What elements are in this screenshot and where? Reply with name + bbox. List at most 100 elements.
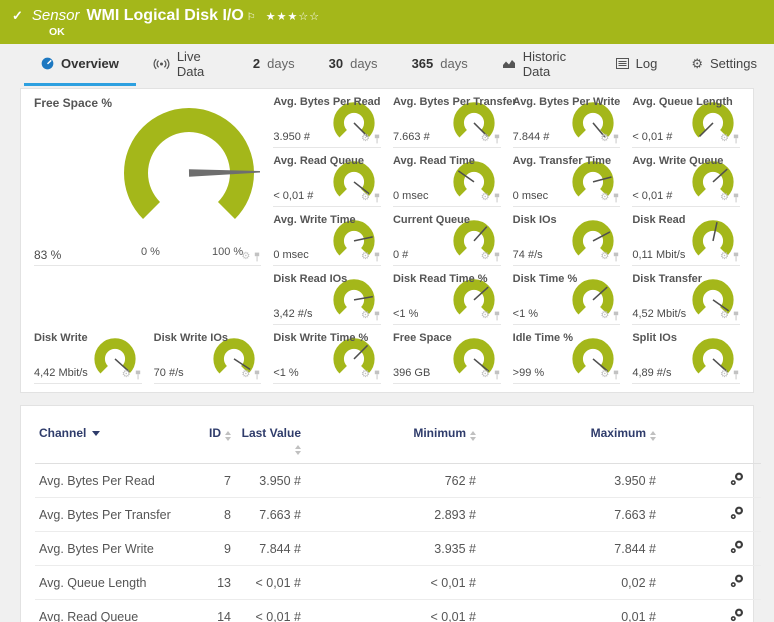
gear-icon[interactable]: ⚙: [720, 310, 729, 321]
gear-icon[interactable]: ⚙: [361, 310, 370, 321]
gear-icon[interactable]: ⚙: [720, 369, 729, 380]
channel-settings-gears-icon[interactable]: [729, 506, 745, 520]
gear-icon[interactable]: ⚙: [600, 369, 610, 380]
column-header-channel[interactable]: Channel: [35, 414, 185, 464]
channel-id: 13: [185, 565, 235, 600]
pin-icon[interactable]: [493, 252, 501, 262]
table-row: Avg. Bytes Per Write 9 7.844 # 3.935 # 7…: [35, 531, 761, 566]
channel-name[interactable]: Avg. Read Queue: [35, 599, 185, 622]
pin-icon[interactable]: [612, 134, 620, 144]
gear-icon[interactable]: ⚙: [600, 192, 610, 203]
pin-icon[interactable]: [253, 252, 261, 262]
pin-icon[interactable]: [612, 193, 620, 203]
channel-settings-gears-icon[interactable]: [729, 574, 745, 588]
channel-name[interactable]: Avg. Bytes Per Read: [35, 463, 185, 498]
pin-icon[interactable]: [732, 311, 740, 321]
channel-name[interactable]: Avg. Queue Length: [35, 565, 185, 600]
settings-gear-icon: ⚙: [691, 55, 704, 71]
log-list-icon: [615, 58, 629, 69]
column-header-last-value[interactable]: Last Value: [235, 414, 305, 464]
gear-icon[interactable]: ⚙: [241, 251, 251, 262]
pin-icon[interactable]: [612, 370, 620, 380]
gear-icon[interactable]: ⚙: [600, 133, 610, 144]
status-ok-check-icon: ✓: [12, 8, 23, 23]
pin-icon[interactable]: [493, 193, 501, 203]
channel-minimum: 762 #: [305, 463, 480, 498]
pin-icon[interactable]: [253, 370, 261, 380]
pin-icon[interactable]: [612, 252, 620, 262]
gauge-value: 4,42 Mbit/s: [34, 367, 88, 379]
pin-icon[interactable]: [732, 193, 740, 203]
gauge-value: 4,52 Mbit/s: [632, 308, 687, 320]
gauge-chart: [692, 279, 734, 315]
empty-grid-cell: [34, 266, 261, 325]
gear-icon[interactable]: ⚙: [600, 251, 610, 262]
tab-settings-label: Settings: [710, 56, 757, 71]
sensor-type-label: Sensor: [31, 7, 80, 24]
gear-icon[interactable]: ⚙: [480, 251, 490, 262]
tab-365-days[interactable]: 365 days: [395, 44, 485, 86]
gauge-chart: [453, 161, 495, 197]
gear-icon[interactable]: ⚙: [720, 251, 729, 262]
gear-icon[interactable]: ⚙: [361, 133, 370, 144]
pin-icon[interactable]: [493, 370, 501, 380]
gauge-chart: [692, 102, 734, 138]
column-header-id[interactable]: ID: [185, 414, 235, 464]
tab-live-data[interactable]: Live Data: [136, 44, 236, 86]
gauge-cell-current-queue: Current Queue 0 # ⚙: [392, 207, 501, 266]
historic-data-chart-icon: [502, 59, 515, 68]
pin-icon[interactable]: [373, 311, 381, 321]
tab-overview[interactable]: Overview: [24, 44, 136, 86]
column-header-maximum[interactable]: Maximum: [480, 414, 660, 464]
gauge-value: 0,11 Mbit/s: [632, 249, 686, 261]
gear-icon[interactable]: ⚙: [720, 133, 729, 144]
priority-stars[interactable]: ★★★☆☆: [265, 11, 321, 23]
channel-name[interactable]: Avg. Bytes Per Write: [35, 531, 185, 566]
gauge-value: 4,89 #/s: [632, 367, 672, 379]
channel-minimum: < 0,01 #: [305, 599, 480, 622]
gear-icon[interactable]: ⚙: [480, 369, 490, 380]
pin-icon[interactable]: [493, 134, 501, 144]
pin-icon[interactable]: [373, 252, 381, 262]
column-header-minimum[interactable]: Minimum: [305, 414, 480, 464]
gear-icon[interactable]: ⚙: [720, 192, 729, 203]
pin-icon[interactable]: [612, 311, 620, 321]
pin-icon[interactable]: [373, 370, 381, 380]
gear-icon[interactable]: ⚙: [480, 133, 490, 144]
channel-maximum: 3.950 #: [480, 463, 660, 498]
gauge-chart: [572, 161, 614, 197]
channel-name[interactable]: Avg. Bytes Per Transfer: [35, 497, 185, 532]
gauge-title: Avg. Queue Length: [632, 96, 733, 108]
priority-flag-icon[interactable]: ⚐: [246, 12, 256, 23]
channel-settings-gears-icon[interactable]: [729, 540, 745, 554]
pin-icon[interactable]: [732, 370, 740, 380]
pin-icon[interactable]: [732, 252, 740, 262]
pin-icon[interactable]: [493, 311, 501, 321]
pin-icon[interactable]: [134, 370, 142, 380]
pin-icon[interactable]: [373, 193, 381, 203]
tab-settings[interactable]: ⚙ Settings: [674, 44, 774, 86]
channel-settings-gears-icon[interactable]: [729, 608, 745, 622]
tab-2-days[interactable]: 2 days: [236, 44, 312, 86]
gear-icon[interactable]: ⚙: [480, 310, 490, 321]
channel-maximum: 7.844 #: [480, 531, 660, 566]
pin-icon[interactable]: [373, 134, 381, 144]
gear-icon[interactable]: ⚙: [121, 369, 131, 380]
channel-minimum: < 0,01 #: [305, 565, 480, 600]
tab-30-days[interactable]: 30 days: [312, 44, 395, 86]
gear-icon[interactable]: ⚙: [361, 369, 370, 380]
pin-icon[interactable]: [732, 134, 740, 144]
gear-icon[interactable]: ⚙: [361, 192, 370, 203]
tab-30-days-number: 30: [328, 56, 344, 71]
gear-icon[interactable]: ⚙: [361, 251, 370, 262]
channel-settings-gears-icon[interactable]: [729, 472, 745, 486]
gear-icon[interactable]: ⚙: [600, 310, 610, 321]
gauge-title: Disk IOs: [512, 214, 557, 226]
gauge-cell-avg-write-queue: Avg. Write Queue < 0,01 # ⚙: [632, 148, 740, 207]
gauge-title: Avg. Bytes Per Write: [512, 96, 621, 108]
gear-icon[interactable]: ⚙: [480, 192, 490, 203]
sort-icon: [650, 431, 656, 441]
gear-icon[interactable]: ⚙: [241, 369, 251, 380]
tab-log[interactable]: Log: [599, 44, 675, 86]
tab-historic-data[interactable]: Historic Data: [485, 44, 599, 86]
